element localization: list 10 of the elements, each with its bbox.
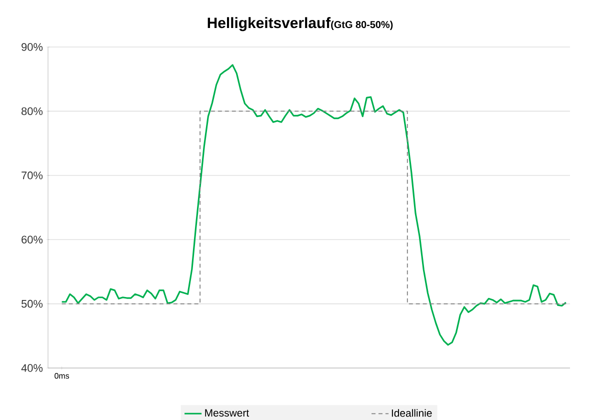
y-tick-label: 60% bbox=[22, 236, 43, 244]
legend-label: Ideallinie bbox=[392, 409, 432, 417]
y-tick-label: 80% bbox=[22, 107, 43, 116]
chart-title: Helligkeitsverlauf bbox=[208, 17, 331, 32]
legend-label: Messwert bbox=[205, 409, 250, 417]
y-tick-label: 40% bbox=[21, 364, 43, 372]
y-tick-label: 50% bbox=[21, 300, 43, 308]
y-tick-label: 70% bbox=[22, 172, 43, 180]
chart-subtitle: (GtG 80-50%) bbox=[331, 20, 393, 30]
y-tick-label: 90% bbox=[22, 43, 43, 51]
